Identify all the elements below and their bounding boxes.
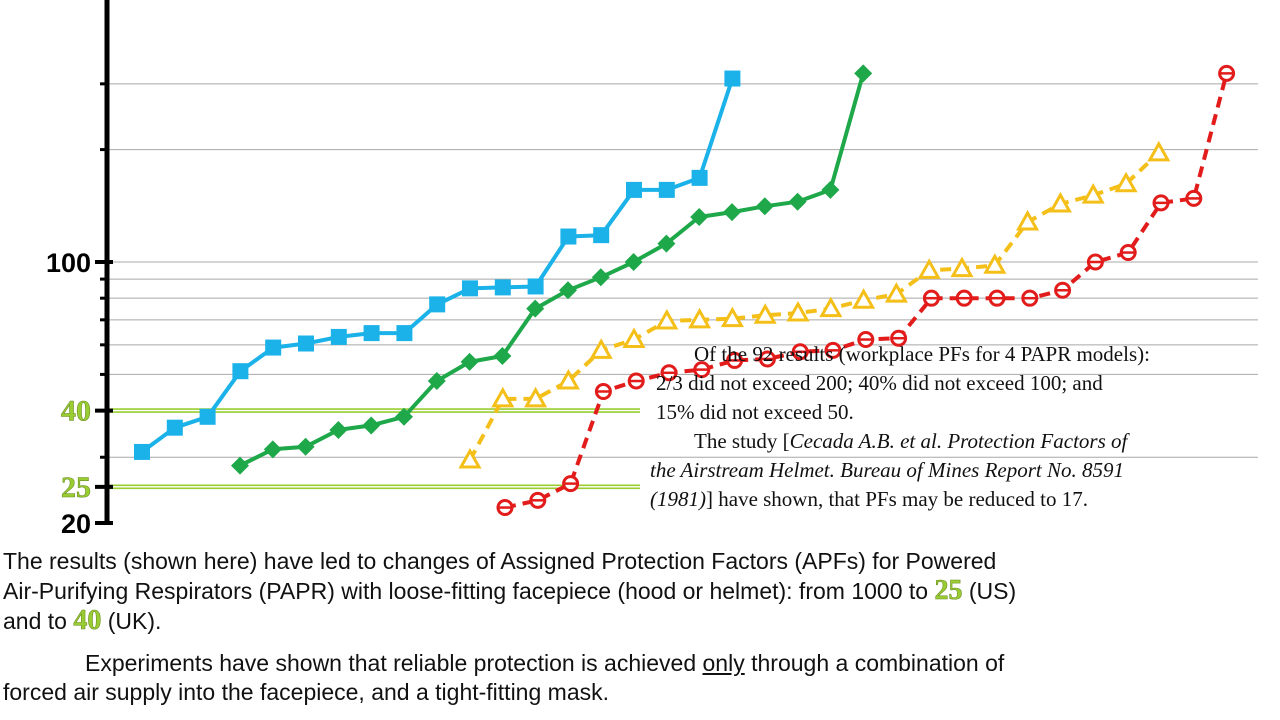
apf-uk-value: 40 [73,605,102,636]
triangle-marker [622,327,646,349]
diamond-marker [263,440,282,459]
square-marker [593,227,610,244]
square-marker [166,419,183,436]
annotation-line-1: Of the 92 results (workplace PFs for 4 P… [694,342,1150,366]
p2-underlined-word: only [702,650,745,676]
diamond-marker [329,420,348,439]
triangle-marker [524,386,548,408]
triangle-marker [1147,140,1171,162]
apf-us-value: 25 [934,575,963,606]
p2-line-1-pre: Experiments have shown that reliable pro… [85,650,703,676]
p1-line-2-tail: (US) [962,578,1017,604]
paragraph-2-line-2: forced air supply into the facepiece, an… [3,679,609,705]
square-marker [658,181,675,198]
annotation-line-6-text: ] have shown, that PFs may be reduced to… [706,487,1089,511]
paragraph-1-line-1: The results (shown here) have led to cha… [3,548,997,574]
p1-line-3-tail: (UK). [101,608,162,634]
square-marker [429,296,446,313]
square-marker [527,278,544,295]
triangle-marker [688,307,712,329]
triangle-marker [786,300,810,322]
diamond-marker [559,281,577,300]
triangle-marker [852,288,876,309]
triangle-marker [753,303,777,324]
square-marker [232,363,249,380]
p1-line-3-text: and to [3,608,74,634]
triangle-marker [983,253,1007,274]
y-tick-label: 20 [61,509,91,539]
diamond-marker [460,352,479,371]
diamond-marker [362,416,381,435]
diamond-marker [231,456,249,475]
square-marker [330,328,347,345]
triangle-marker [819,296,843,318]
diamond-marker [296,437,315,456]
triangle-marker [491,386,515,408]
diamond-marker [395,407,413,426]
body-text: The results (shown here) have led to cha… [3,547,1278,707]
chart-area: 100 40 25 20 Of the 92 results (workplace P… [46,0,1260,539]
y-tick-label: 40 [61,395,91,428]
y-tick-label: 25 [61,471,91,504]
triangle-marker [1081,183,1105,204]
annotation-citation-2: the Airstream Helmet. Bureau of Mines Re… [650,458,1124,482]
square-marker [298,335,314,352]
annotation-line-3: 15% did not exceed 50. [656,400,854,424]
triangle-marker [556,368,580,390]
triangle-marker [1016,209,1040,231]
triangle-marker [458,447,482,469]
annotation-line-4-text: The study [ [694,429,790,453]
square-marker [199,408,216,425]
series-line [140,77,735,454]
diamond-marker [755,197,774,216]
annotation-citation-1: Cecada A.B. et al. Protection Factors of [789,429,1128,453]
diamond-marker [788,192,807,211]
square-marker [396,325,413,342]
triangle-marker [720,306,744,328]
annotation-box: Of the 92 results (workplace PFs for 4 P… [648,340,1260,518]
square-marker [363,325,380,342]
diamond-marker [657,234,676,253]
square-marker [265,339,282,356]
diamond-marker [624,253,643,271]
triangle-marker [1048,191,1072,213]
square-marker [462,280,478,297]
square-marker [691,169,708,186]
p2-line-1-post: through a combination of [744,650,1005,676]
annotation-line-6: (1981)] have shown, that PFs may be redu… [650,485,1088,514]
square-marker [724,70,741,87]
diamond-marker [526,299,545,318]
annotation-line-4: The study [Cecada A.B. et al. Protection… [694,427,1127,456]
triangle-marker [655,308,679,330]
triangle-marker [884,282,908,303]
square-marker [560,228,577,245]
diamond-marker [854,64,873,83]
annotation-line-5: the Airstream Helmet. Bureau of Mines Re… [650,456,1124,485]
paragraph-2-line-1: Experiments have shown that reliable pro… [3,649,1278,678]
diamond-marker [821,180,840,199]
triangle-marker [950,256,974,278]
square-marker [134,443,150,460]
series-line [468,151,1161,461]
triangle-marker [589,338,613,359]
paragraph-1-line-2: Air-Purifying Respirators (PAPR) with lo… [3,576,1278,606]
triangle-marker [917,258,941,279]
p1-line-2-text: Air-Purifying Respirators (PAPR) with lo… [3,578,935,604]
diamond-marker [690,207,709,226]
triangle-marker [1114,171,1138,193]
square-marker [626,181,642,198]
annotation-citation-3: (1981) [650,487,706,511]
paragraph-1-line-3: and to 40 (UK). [3,606,1278,636]
diamond-marker [591,268,610,287]
annotation-line-2: 2/3 did not exceed 200; 40% did not exce… [656,371,1103,395]
square-marker [494,279,511,296]
diamond-marker [427,372,446,391]
diamond-marker [723,203,741,222]
y-tick-label: 100 [46,248,91,278]
chart-svg: 100 40 25 20 [46,0,1258,539]
diamond-marker [493,347,512,366]
